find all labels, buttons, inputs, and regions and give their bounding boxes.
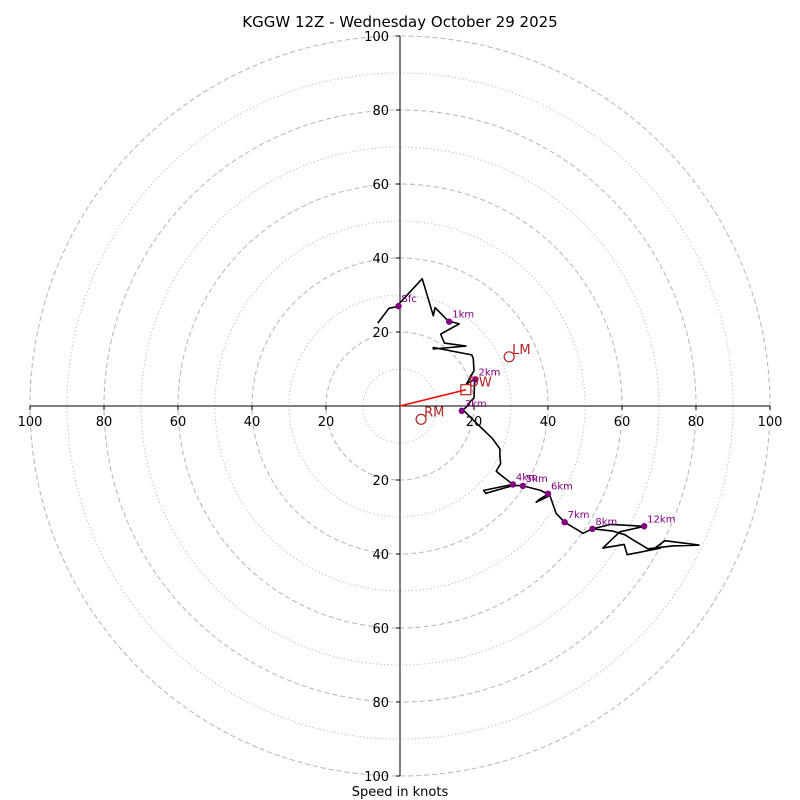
motion-marker-circle [503, 351, 515, 363]
height-marker-label: 3km [465, 399, 487, 410]
x-tick-label: 20 [466, 415, 483, 430]
height-marker-dot [509, 481, 517, 488]
motion-marker-square [460, 384, 472, 396]
height-marker-label: 1km [452, 310, 474, 321]
height-marker-label: 4km [516, 472, 538, 483]
motion-marker-label: LM [512, 343, 530, 358]
height-marker-dot [519, 482, 527, 490]
motion-marker-circle [415, 413, 427, 425]
x-tick-label: 100 [18, 415, 43, 430]
x-tick-label: 80 [688, 415, 705, 430]
y-tick-label-bottom: 60 [372, 622, 389, 637]
x-tick-label: 60 [614, 415, 631, 430]
x-tick-label: 40 [540, 415, 557, 430]
height-marker-label: 8km [595, 517, 617, 528]
wind-profile [377, 277, 700, 556]
height-marker-label: 2km [478, 367, 500, 378]
y-tick-label-top: 40 [372, 252, 389, 267]
storm-motion-markers: LM RM DW [415, 343, 531, 425]
height-marker-dot [458, 407, 465, 415]
height-marker-dot [472, 376, 479, 383]
y-tick-label-top: 100 [364, 30, 389, 45]
height-marker-dot [561, 518, 568, 526]
y-tick-label-top: 80 [372, 104, 389, 119]
wind-profile-line [377, 277, 700, 556]
motion-vector-line [399, 388, 467, 407]
chart-title: KGGW 12Z - Wednesday October 29 2025 [242, 13, 557, 31]
height-marker-label: 5km [526, 474, 548, 485]
x-tick-label: 80 [96, 415, 113, 430]
height-marker-dot [446, 318, 453, 325]
height-marker-label: 12km [647, 514, 675, 525]
motion-marker-label: DW [469, 376, 492, 391]
storm-motion-vector [399, 388, 467, 407]
tick-labels: 100 80 60 40 20 20 40 60 80 100 100 80 60 40 20 20 40 60 8… [18, 30, 783, 785]
height-marker-label: 7km [568, 510, 590, 521]
x-axis-label: Speed in knots [352, 785, 449, 800]
y-tick-label-top: 20 [372, 326, 389, 341]
x-tick-label: 100 [758, 415, 783, 430]
motion-marker-label: RM [424, 405, 444, 420]
x-tick-label: 40 [244, 415, 261, 430]
x-tick-label: 20 [318, 415, 335, 430]
y-tick-label-bottom: 80 [372, 696, 389, 711]
y-tick-label-top: 60 [372, 178, 389, 193]
height-marker-label: 6km [551, 482, 573, 493]
height-marker-dot [544, 490, 552, 497]
x-tick-label: 60 [170, 415, 187, 430]
y-tick-label-bottom: 100 [364, 770, 389, 785]
height-marker-dot [641, 523, 648, 530]
height-marker-label: Sfc [402, 294, 417, 305]
y-tick-label-bottom: 20 [372, 474, 389, 489]
height-marker-dot [589, 525, 596, 533]
y-tick-label-bottom: 40 [372, 548, 389, 563]
height-marker-dot [395, 302, 402, 310]
